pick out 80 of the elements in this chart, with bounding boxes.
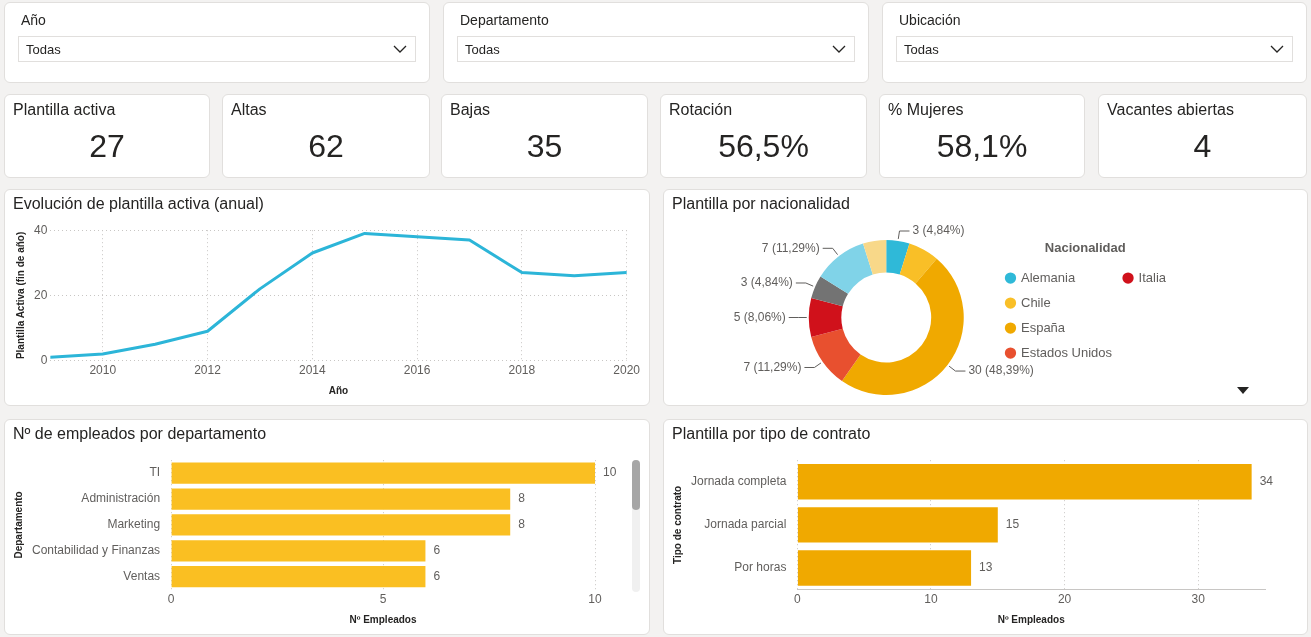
text: Todas xyxy=(18,36,416,62)
legend-label: España xyxy=(1020,319,1066,335)
y-tick-label: 0 xyxy=(40,352,48,367)
bar xyxy=(171,540,426,562)
text: Rotación xyxy=(669,101,733,119)
bar xyxy=(171,462,595,484)
x-axis-title: Nº Empleados xyxy=(349,613,417,625)
data-label: 8 xyxy=(518,491,526,506)
bar xyxy=(171,488,511,510)
legend-label: Chile xyxy=(1020,294,1051,310)
x-axis-title: Nº Empleados xyxy=(997,613,1066,625)
y-tick-label: Ventas xyxy=(123,568,161,583)
y-axis-title: Plantilla Activa (fin de año) xyxy=(14,231,26,360)
x-tick-label: 2016 xyxy=(403,363,431,378)
data-label: 6 xyxy=(433,543,441,558)
data-label: 13 xyxy=(979,560,993,575)
legend-label: Italia xyxy=(1138,269,1167,285)
text: Ubicación xyxy=(899,12,961,28)
x-tick-label: 2014 xyxy=(298,363,326,378)
x-tick-label: 2018 xyxy=(508,363,536,378)
legend-title: Nacionalidad xyxy=(1044,240,1126,256)
bar xyxy=(797,507,998,543)
text: Bajas xyxy=(450,101,491,119)
y-tick-label: TI xyxy=(149,465,161,480)
y-tick-label: Jornada parcial xyxy=(704,517,787,532)
bar xyxy=(797,464,1252,500)
y-tick-label: Contabilidad y Finanzas xyxy=(32,543,161,558)
data-label: 30 (48,39%) xyxy=(968,363,1034,378)
y-tick-label: Marketing xyxy=(107,517,161,532)
chart-title: Evolución de plantilla activa (anual) xyxy=(13,195,264,213)
text: 58,1% xyxy=(935,128,1029,165)
y-axis-title: Tipo de contrato xyxy=(671,485,683,564)
y-tick-label: Administración xyxy=(81,491,161,506)
data-label: 3 (4,84%) xyxy=(912,223,965,238)
bar xyxy=(171,566,426,588)
data-label: 7 (11,29%) xyxy=(761,240,820,255)
data-label: 5 (8,06%) xyxy=(733,309,786,324)
data-label: 10 xyxy=(603,465,617,480)
x-tick-label: 20 xyxy=(1057,592,1072,607)
chart-title: Plantilla por tipo de contrato xyxy=(672,425,871,443)
bar xyxy=(171,514,511,536)
data-label: 3 (4,84%) xyxy=(740,275,793,290)
legend-label: Alemania xyxy=(1020,269,1076,285)
y-tick-label: 40 xyxy=(33,222,48,237)
x-axis-title: Año xyxy=(328,384,349,396)
text: 27 xyxy=(88,128,126,165)
data-label: 8 xyxy=(518,517,526,532)
text: Año xyxy=(21,12,46,28)
x-tick-label: 0 xyxy=(794,592,802,607)
x-tick-label: 2010 xyxy=(89,363,117,378)
y-tick-label: Por horas xyxy=(734,560,787,575)
text: Plantilla activa xyxy=(13,101,116,119)
text: Departamento xyxy=(460,12,549,28)
y-tick-label: Jornada completa xyxy=(691,474,787,489)
data-label: 6 xyxy=(433,568,441,583)
y-tick-label: 20 xyxy=(33,287,48,302)
x-tick-label: 10 xyxy=(924,592,938,607)
x-tick-label: 5 xyxy=(379,592,387,607)
text: 62 xyxy=(307,128,345,165)
x-tick-label: 0 xyxy=(167,592,175,607)
chart-title: Plantilla por nacionalidad xyxy=(672,195,850,213)
y-axis-title: Departamento xyxy=(12,491,24,559)
text: 4 xyxy=(1192,128,1213,165)
text: 56,5% xyxy=(717,128,810,165)
data-label: 15 xyxy=(1005,517,1020,532)
x-tick-label: 2020 xyxy=(613,363,641,378)
data-label: 7 (11,29%) xyxy=(743,359,802,374)
text: Todas xyxy=(457,36,855,62)
text: % Mujeres xyxy=(888,101,964,119)
chart-title: Nº de empleados por departamento xyxy=(13,425,267,443)
text: Vacantes abiertas xyxy=(1107,101,1234,119)
text: Todas xyxy=(896,36,1293,62)
data-label: 34 xyxy=(1259,474,1274,489)
text: Altas xyxy=(231,101,267,119)
bar xyxy=(797,550,972,586)
x-tick-label: 10 xyxy=(588,592,602,607)
x-tick-label: 30 xyxy=(1191,592,1206,607)
text: 35 xyxy=(525,128,564,165)
legend-label: Estados Unidos xyxy=(1020,344,1113,360)
x-tick-label: 2012 xyxy=(194,363,222,378)
